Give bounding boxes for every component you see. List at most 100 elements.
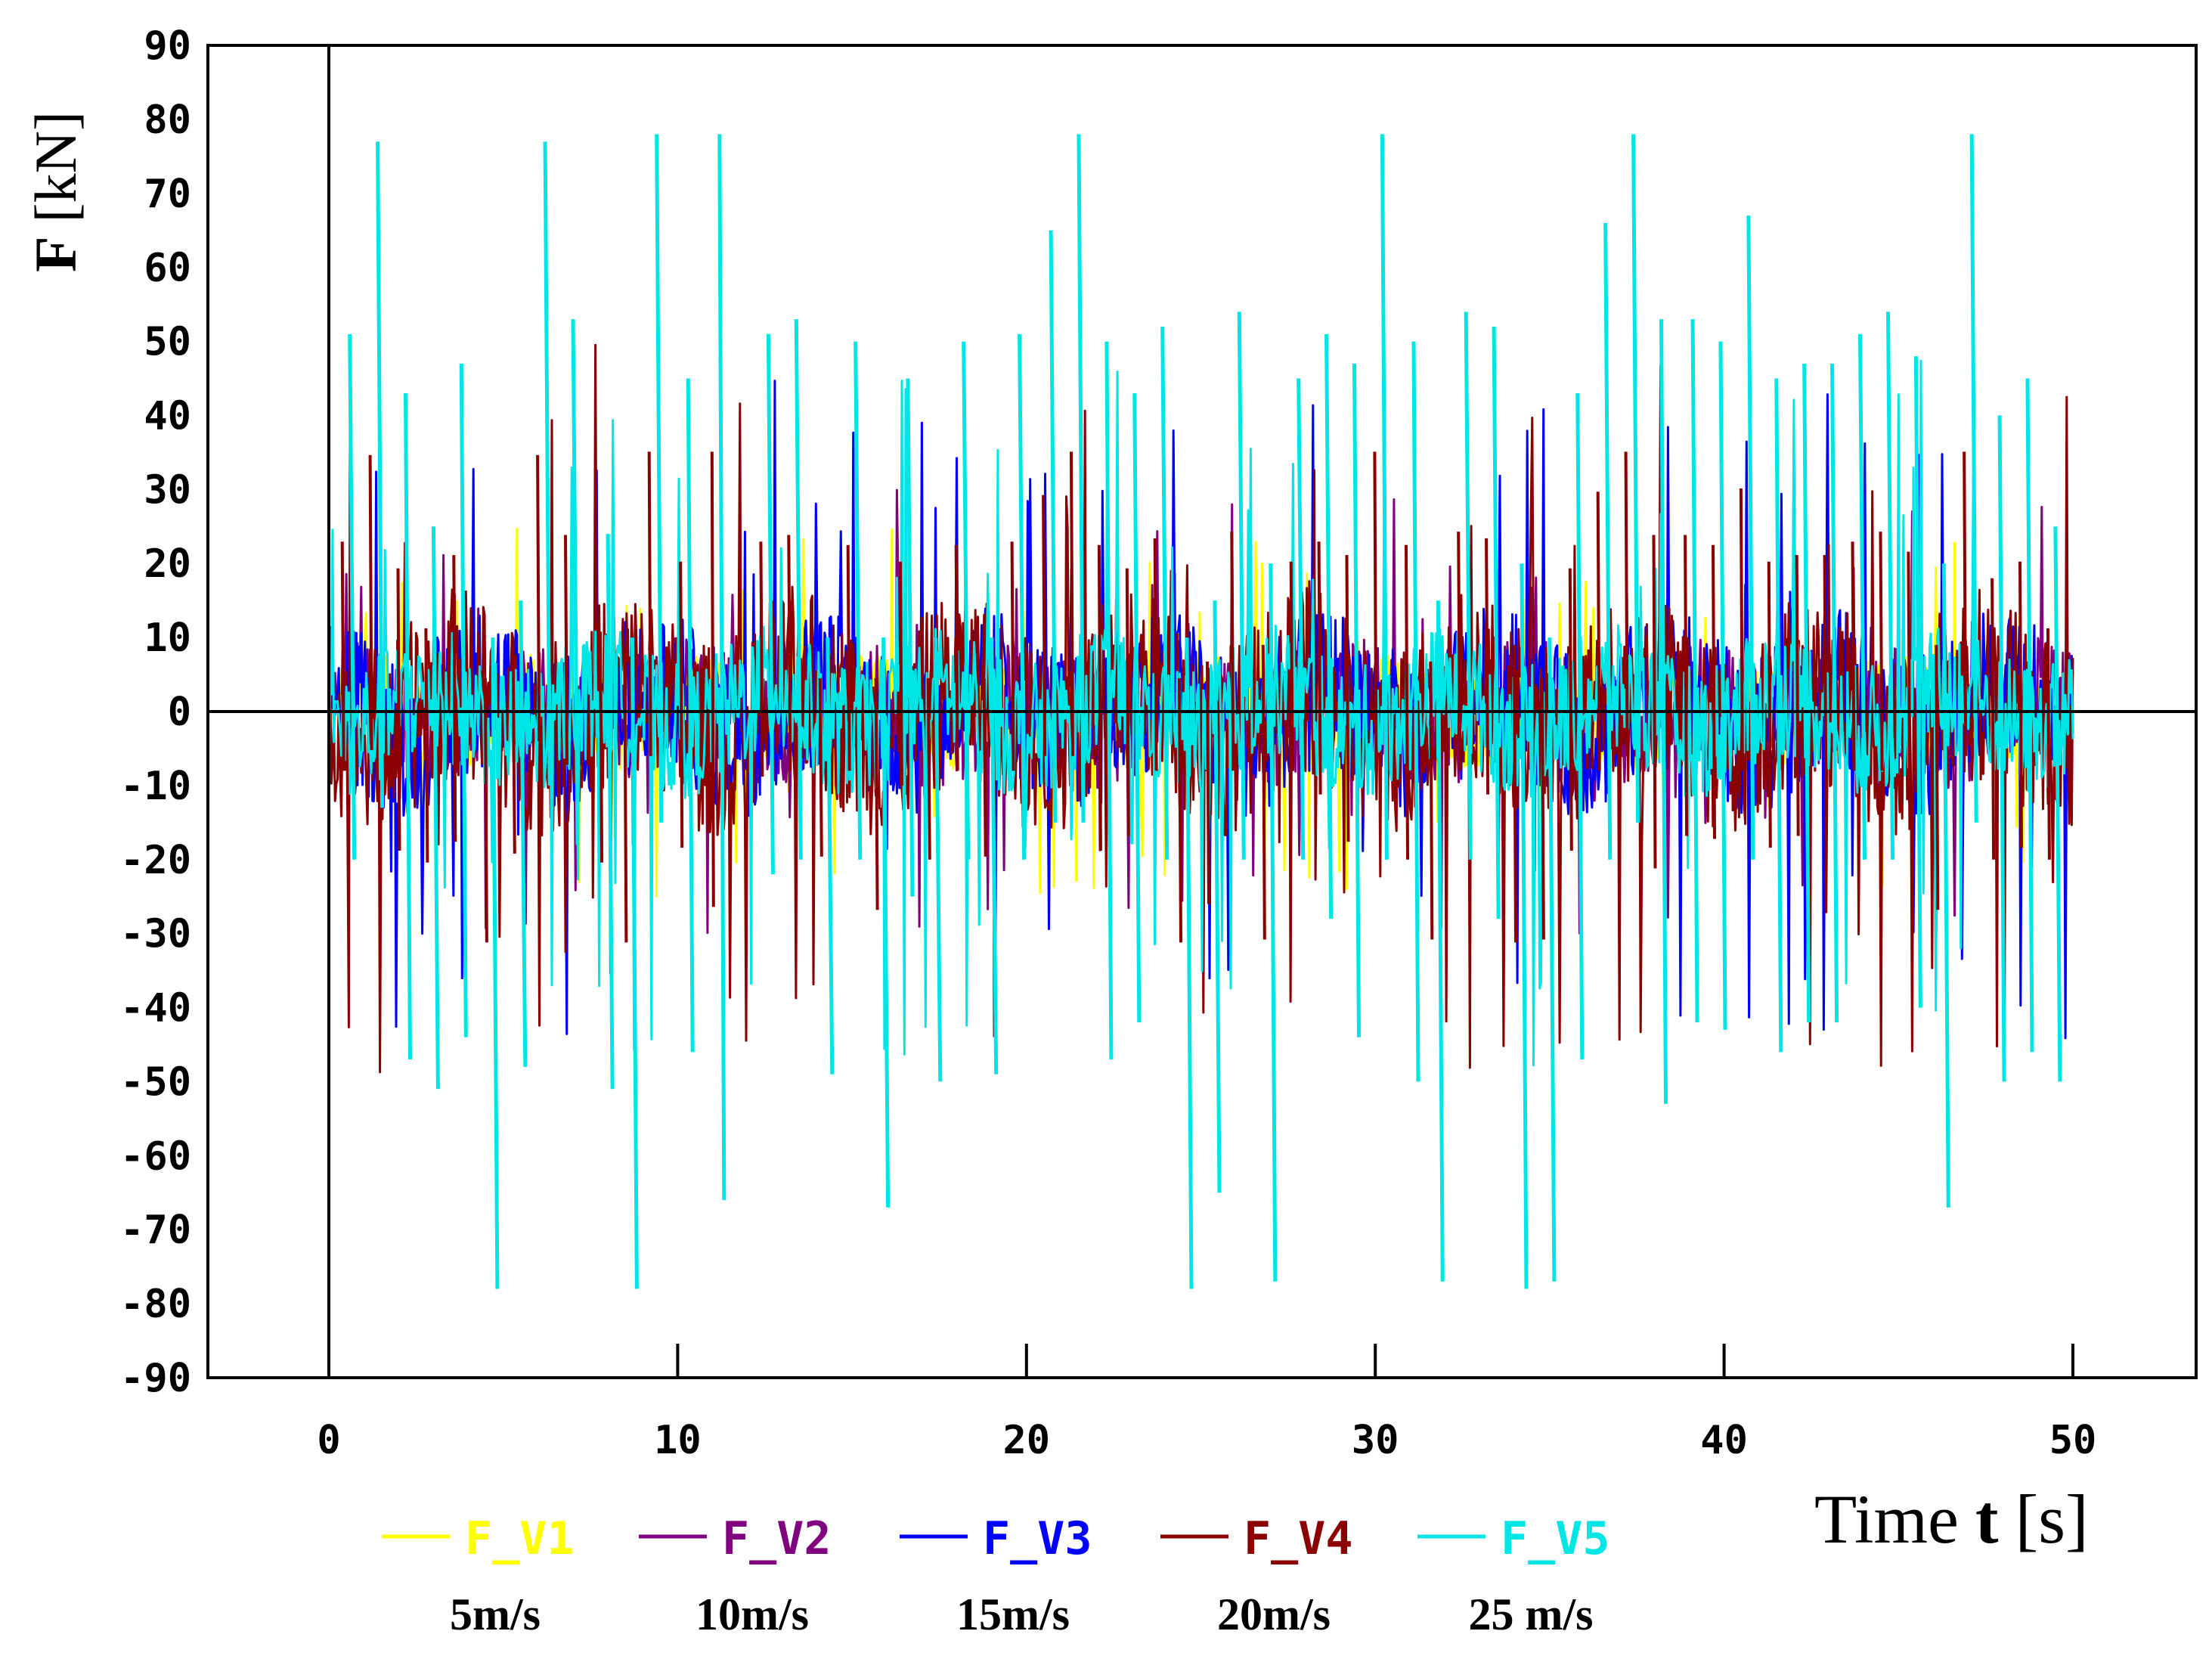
x-axis-prefix: Time bbox=[1814, 1481, 1959, 1558]
x-axis-label: Time t [s] bbox=[1814, 1481, 2089, 1558]
spike-f-v4 bbox=[1767, 561, 1772, 848]
spike-f-v5 bbox=[1160, 326, 1170, 860]
spike-f-v5 bbox=[766, 333, 775, 875]
x-tick-label: 20 bbox=[1002, 1418, 1050, 1463]
spike-f-v4 bbox=[1289, 561, 1294, 771]
spike-f-v4 bbox=[818, 678, 823, 857]
spike-f-v5 bbox=[1830, 363, 1839, 1023]
spike-f-v4 bbox=[787, 535, 792, 771]
spike-f-v5 bbox=[1018, 333, 1027, 860]
spike-f-v4 bbox=[1230, 532, 1235, 771]
spike-f-v4 bbox=[1345, 554, 1350, 842]
spike-f-v4 bbox=[564, 535, 568, 765]
spike-f-v5 bbox=[655, 134, 664, 823]
spike-f-v5 bbox=[431, 526, 440, 1090]
spike-f-v4 bbox=[483, 678, 488, 943]
legend-label: F_V5 bbox=[1501, 1512, 1610, 1565]
spike-f-v4 bbox=[1851, 541, 1856, 771]
spike-f-v4 bbox=[1097, 544, 1102, 851]
spike-f-v5 bbox=[1802, 363, 1811, 1023]
spike-f-v4 bbox=[452, 554, 457, 842]
legend-speed: 15m/s bbox=[956, 1589, 1070, 1639]
spike-f-v5 bbox=[1049, 230, 1058, 823]
legend-speed: 20m/s bbox=[1217, 1589, 1331, 1639]
spike-f-v4 bbox=[1823, 554, 1828, 836]
spike-f-v4 bbox=[1405, 544, 1409, 860]
spike-f-v4 bbox=[1568, 568, 1573, 851]
spike-f-v4 bbox=[1485, 538, 1490, 795]
spike-f-v5 bbox=[1941, 563, 1950, 1208]
spike-f-v4 bbox=[2046, 628, 2051, 860]
y-tick-label: -60 bbox=[120, 1133, 191, 1179]
spike-f-v5 bbox=[1603, 222, 1613, 860]
spike-f-v4 bbox=[982, 678, 987, 857]
spike-f-v4 bbox=[340, 541, 345, 771]
spike-f-v4 bbox=[679, 561, 684, 848]
series-spikes-f-v5 bbox=[340, 134, 2062, 1289]
spike-f-v5 bbox=[1185, 637, 1194, 1289]
spike-f-v4 bbox=[1712, 544, 1716, 839]
x-tick-labels: 0 10 20 30 40 50 bbox=[317, 1418, 2096, 1463]
spike-f-v5 bbox=[1575, 393, 1585, 1060]
y-tick-label: -80 bbox=[120, 1282, 191, 1327]
y-tick-label: 80 bbox=[144, 98, 191, 143]
x-tick-label: 50 bbox=[2049, 1418, 2097, 1463]
legend-speed: 5m/s bbox=[450, 1589, 541, 1639]
spike-f-v5 bbox=[1547, 637, 1557, 1282]
spike-f-v5 bbox=[606, 534, 615, 1090]
y-tick-label: -70 bbox=[120, 1208, 191, 1253]
spike-f-v4 bbox=[1540, 678, 1545, 940]
y-tick-label: 70 bbox=[144, 172, 191, 217]
spike-f-v5 bbox=[1886, 312, 1894, 860]
spike-f-v4 bbox=[1457, 532, 1462, 771]
spike-f-v4 bbox=[1261, 644, 1266, 940]
x-tick-label: 10 bbox=[654, 1418, 702, 1463]
spike-f-v4 bbox=[898, 561, 903, 786]
x-tick-label: 30 bbox=[1352, 1418, 1399, 1463]
spike-f-v4 bbox=[1513, 644, 1517, 943]
legend-label: F_V2 bbox=[722, 1512, 832, 1565]
spike-f-v5 bbox=[1492, 326, 1501, 919]
spike-f-v5 bbox=[404, 393, 412, 1060]
spike-f-v5 bbox=[1913, 356, 1922, 1008]
spike-f-v4 bbox=[424, 628, 429, 863]
spike-f-v4 bbox=[623, 678, 628, 943]
spike-f-v4 bbox=[368, 454, 373, 750]
spike-f-v4 bbox=[511, 661, 516, 854]
y-tick-label: -90 bbox=[120, 1356, 191, 1401]
y-tick-label: 90 bbox=[144, 23, 191, 69]
spike-f-v5 bbox=[1746, 216, 1755, 860]
spike-f-v4 bbox=[1990, 578, 1996, 860]
spike-f-v5 bbox=[1132, 393, 1142, 1023]
spike-f-v5 bbox=[1969, 134, 1978, 823]
spike-f-v5 bbox=[348, 333, 357, 860]
spike-f-v5 bbox=[1997, 415, 2006, 1082]
y-tick-label: -10 bbox=[120, 764, 191, 809]
spike-f-v4 bbox=[1178, 678, 1182, 943]
y-tick-label: 10 bbox=[144, 616, 191, 661]
spike-f-v4 bbox=[1907, 551, 1912, 830]
y-axis-label: F [kN] bbox=[23, 111, 88, 272]
spike-f-v5 bbox=[1436, 600, 1445, 1282]
spike-f-v4 bbox=[1624, 451, 1629, 756]
spike-f-v4 bbox=[1070, 451, 1074, 756]
spike-f-v5 bbox=[1631, 134, 1640, 823]
spike-f-v5 bbox=[2025, 378, 2034, 1053]
spike-f-v5 bbox=[1774, 378, 1783, 1053]
spike-f-v4 bbox=[536, 454, 541, 742]
spike-f-v4 bbox=[1373, 451, 1378, 771]
spike-f-v4 bbox=[1963, 451, 1968, 756]
legend-speed: 10m/s bbox=[696, 1589, 809, 1639]
y-tick-label: -40 bbox=[120, 986, 191, 1031]
legend-label: F_V3 bbox=[983, 1512, 1092, 1565]
y-tick-label: -20 bbox=[120, 838, 191, 883]
series-line-f-v3 bbox=[327, 380, 2074, 1040]
spike-f-v5 bbox=[1520, 563, 1529, 1289]
spike-f-v5 bbox=[519, 600, 528, 1067]
spike-f-v5 bbox=[1690, 319, 1699, 1023]
spike-f-v4 bbox=[1879, 532, 1884, 771]
spike-f-v4 bbox=[2018, 561, 2023, 848]
spike-f-v4 bbox=[846, 544, 851, 771]
legend-speed: 25 m/s bbox=[1469, 1589, 1594, 1639]
spike-f-v5 bbox=[543, 141, 552, 786]
